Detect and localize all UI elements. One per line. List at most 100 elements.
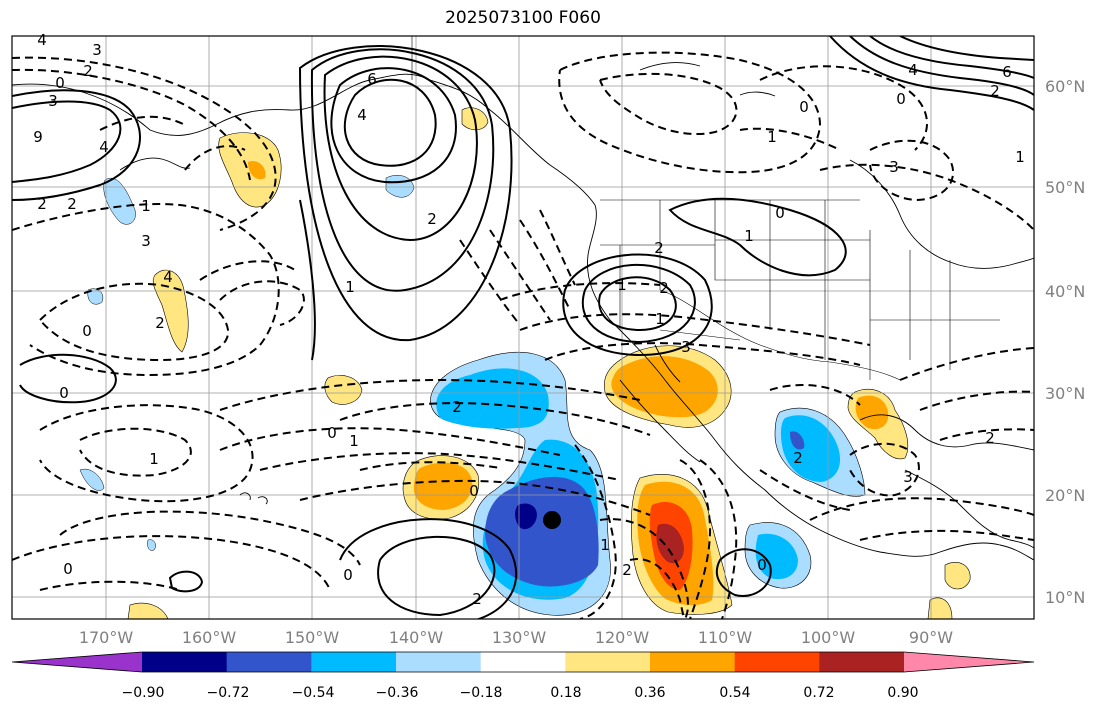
colorbar-tick-label: 0.72: [803, 685, 834, 701]
colorbar-segment: [819, 652, 905, 672]
colorbar-tick-label: 0.18: [550, 685, 581, 701]
lon-label-140w: 140°W: [389, 628, 444, 647]
map-title: 2025073100 F060: [445, 8, 601, 28]
colorbar-tick-label: −0.90: [122, 685, 165, 701]
anomaly-fill-positive-pacific-small: [324, 375, 363, 405]
contour-label: 2: [622, 561, 632, 579]
colorbar-segment: [142, 652, 228, 672]
lat-label-60: 60°N: [1045, 77, 1085, 96]
contour-label: 2: [793, 449, 803, 467]
lon-label-170w: 170°W: [79, 628, 134, 647]
contour-label: 0: [775, 204, 785, 222]
anomaly-fill-negative-east-blue: [790, 431, 805, 450]
contour-label: 2: [472, 590, 482, 608]
contour-label: 2: [654, 239, 664, 257]
anomaly-fill-positive-pacific-nw-orange: [248, 161, 266, 180]
anomaly-fill-negative-central-navy: [515, 503, 537, 530]
colorbar-segment: [396, 652, 482, 672]
lat-label-50: 50°N: [1045, 178, 1085, 197]
colorbar-segment: [311, 652, 397, 672]
contour-label: 0: [55, 74, 65, 92]
contour-label: 2: [659, 279, 669, 297]
colorbar-segment: [480, 652, 566, 672]
lon-label-90w: 90°W: [909, 628, 953, 647]
anomaly-fill-positive-carib: [944, 561, 971, 590]
contour-label: 1: [617, 276, 627, 294]
colorbar-tick-labels: −0.90 −0.72 −0.54 −0.36 −0.18 0.18 0.36 …: [122, 685, 919, 701]
contour-label: 1: [600, 536, 610, 554]
contour-label: 0: [343, 566, 353, 584]
contour-label: 0: [327, 424, 337, 442]
map-frame: [11, 35, 1035, 620]
lon-label-100w: 100°W: [801, 628, 856, 647]
contour-label: 0: [59, 384, 69, 402]
storm-center-marker: [543, 511, 561, 529]
anomaly-fill-positive-southcenter-darkred: [656, 523, 684, 564]
colorbar-extend-high: [904, 652, 1034, 672]
contour-label: 3: [681, 338, 691, 356]
contour-label: 2: [83, 62, 93, 80]
contour-label: 1: [1015, 148, 1025, 166]
contour-label: 3: [903, 468, 913, 486]
lon-label-120w: 120°W: [595, 628, 650, 647]
contour-label: 6: [1002, 63, 1012, 81]
anomaly-fill-negative-west-1: [103, 178, 136, 225]
contour-label: 2: [990, 82, 1000, 100]
contour-label: 9: [33, 128, 43, 146]
lat-label-40: 40°N: [1045, 282, 1085, 301]
anomaly-fill-negative-west-2: [87, 288, 104, 305]
contour-label: 4: [357, 106, 367, 124]
anomaly-fill-positive-bottom-1: [127, 602, 169, 619]
contour-label: 4: [99, 138, 109, 156]
colorbar-tick-label: −0.54: [292, 685, 335, 701]
contour-label: 4: [908, 61, 918, 79]
height-contours: [12, 36, 1034, 619]
anomaly-fill-negative-southeast-cyan: [755, 533, 798, 580]
contour-label: 1: [149, 450, 159, 468]
contour-label: 2: [67, 195, 77, 213]
contour-label: 0: [799, 98, 809, 116]
contour-label: 1: [141, 197, 151, 215]
latitude-axis: 60°N 50°N 40°N 30°N 20°N 10°N: [1045, 77, 1085, 607]
contour-label: 0: [757, 556, 767, 574]
contour-label: 2: [37, 195, 47, 213]
colorbar-tick-label: −0.36: [376, 685, 419, 701]
colorbar-segment: [650, 652, 736, 672]
anomaly-fill-positive-west-orange: [413, 462, 473, 510]
contour-label: 0: [82, 322, 92, 340]
height-contours-negative: [12, 51, 1034, 619]
contour-label: 0: [63, 560, 73, 578]
colorbar-tick-label: 0.90: [887, 685, 918, 701]
contour-label: 0: [469, 482, 479, 500]
contour-label: 2: [427, 210, 437, 228]
longitude-axis: 170°W 160°W 150°W 140°W 130°W 120°W 110°…: [79, 628, 953, 647]
lon-label-160w: 160°W: [182, 628, 237, 647]
anomaly-fill-negative-tiny: [147, 539, 156, 551]
contour-label: 3: [92, 41, 102, 59]
lat-label-10: 10°N: [1045, 588, 1085, 607]
colorbar: [11, 651, 1035, 673]
anomaly-fill-positive-bottom-2: [927, 597, 953, 619]
lon-label-110w: 110°W: [698, 628, 753, 647]
contour-label: 1: [345, 278, 355, 296]
contour-label: 1: [767, 128, 777, 146]
contour-label: 4: [163, 268, 173, 286]
colorbar-tick-label: 0.36: [634, 685, 665, 701]
lat-label-30: 30°N: [1045, 384, 1085, 403]
colorbar-tick-label: −0.72: [207, 685, 250, 701]
colorbar-tick-label: −0.18: [460, 685, 503, 701]
lat-label-20: 20°N: [1045, 486, 1085, 505]
colorbar-segment: [734, 652, 820, 672]
contour-label: 2: [155, 314, 165, 332]
contour-label: 0: [896, 90, 906, 108]
colorbar-outline: [11, 651, 1035, 673]
contour-label: 4: [37, 31, 47, 49]
contour-label: 3: [48, 92, 58, 110]
colorbar-segment: [226, 652, 312, 672]
contour-label: 1: [349, 432, 359, 450]
contour-label: 1: [744, 227, 754, 245]
contour-label: 6: [367, 70, 377, 88]
contour-label: 1: [655, 310, 665, 328]
